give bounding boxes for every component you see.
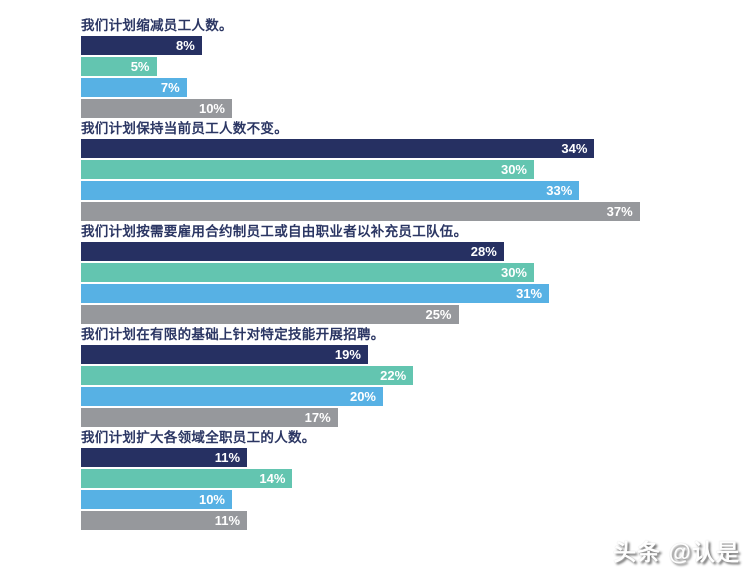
group-title: 我们计划保持当前员工人数不变。 bbox=[81, 121, 288, 136]
bar-group: 我们计划按需要雇用合约制员工或自由职业者以补充员工队伍。 28% 30% 31% 25% bbox=[81, 225, 640, 324]
bar-value-label: 34% bbox=[561, 141, 588, 156]
bar: 11% bbox=[81, 511, 248, 530]
bar-value-label: 19% bbox=[334, 347, 361, 362]
bar-value-label: 22% bbox=[380, 368, 407, 383]
bar: 25% bbox=[81, 305, 459, 324]
bar: 11% bbox=[81, 448, 248, 467]
bar: 22% bbox=[81, 366, 414, 385]
bar-value-label: 30% bbox=[500, 265, 527, 280]
bar-value-label: 5% bbox=[130, 59, 150, 74]
bar: 34% bbox=[81, 139, 595, 158]
bar: 7% bbox=[81, 78, 187, 97]
bar: 30% bbox=[81, 160, 534, 179]
bar-value-label: 37% bbox=[606, 204, 633, 219]
bar: 17% bbox=[81, 408, 338, 427]
watermark: 头条 @认是 bbox=[613, 539, 740, 565]
bar-value-label: 30% bbox=[500, 162, 527, 177]
bar-value-label: 10% bbox=[198, 492, 225, 507]
bar-group: 我们计划缩减员工人数。 8% 5% 7% 10% bbox=[81, 19, 640, 118]
group-title: 我们计划缩减员工人数。 bbox=[81, 18, 233, 33]
bar-value-label: 20% bbox=[349, 389, 376, 404]
bar: 33% bbox=[81, 181, 580, 200]
bar-value-label: 10% bbox=[198, 101, 225, 116]
bar-value-label: 8% bbox=[176, 38, 195, 53]
bar: 5% bbox=[81, 57, 157, 76]
bar-value-label: 11% bbox=[214, 450, 241, 465]
bar: 10% bbox=[81, 490, 232, 509]
bar-group: 我们计划在有限的基础上针对特定技能开展招聘。 19% 22% 20% 17% bbox=[81, 328, 640, 427]
bar-value-label: 17% bbox=[304, 410, 331, 425]
group-title: 我们计划按需要雇用合约制员工或自由职业者以补充员工队伍。 bbox=[81, 224, 468, 239]
bar: 37% bbox=[81, 202, 640, 221]
bar: 10% bbox=[81, 99, 232, 118]
group-title: 我们计划在有限的基础上针对特定技能开展招聘。 bbox=[81, 327, 385, 342]
bar: 31% bbox=[81, 284, 550, 303]
bar-value-label: 14% bbox=[259, 471, 286, 486]
bar-value-label: 28% bbox=[470, 244, 497, 259]
bar: 28% bbox=[81, 242, 504, 261]
bar-value-label: 33% bbox=[546, 183, 573, 198]
bar: 8% bbox=[81, 36, 202, 55]
bar: 14% bbox=[81, 469, 293, 488]
bar-value-label: 7% bbox=[160, 80, 180, 95]
bar: 19% bbox=[81, 345, 368, 364]
bar: 30% bbox=[81, 263, 534, 282]
bar-group: 我们计划扩大各领域全职员工的人数。 11% 14% 10% 11% bbox=[81, 431, 640, 530]
bar-value-label: 31% bbox=[516, 286, 543, 301]
group-title: 我们计划扩大各领域全职员工的人数。 bbox=[81, 430, 316, 445]
horizontal-bar-chart: 我们计划缩减员工人数。 8% 5% 7% 10% 我们计划保持当前员工人数不变。 34% 30… bbox=[81, 19, 640, 534]
bar-value-label: 25% bbox=[425, 307, 452, 322]
bar: 20% bbox=[81, 387, 383, 406]
bar-value-label: 11% bbox=[214, 513, 241, 528]
bar-group: 我们计划保持当前员工人数不变。 34% 30% 33% 37% bbox=[81, 122, 640, 221]
